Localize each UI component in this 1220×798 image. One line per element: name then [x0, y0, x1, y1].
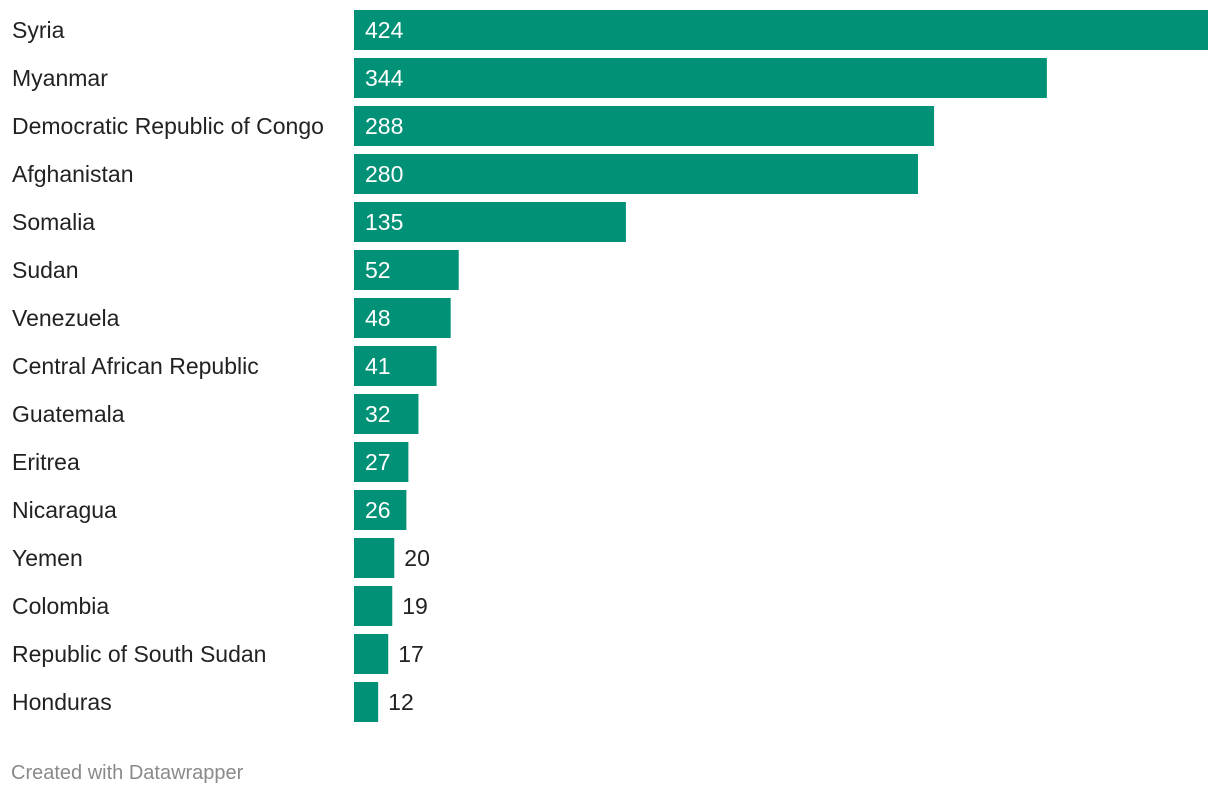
bar-row: Republic of South Sudan 17: [12, 634, 424, 674]
category-label: Venezuela: [12, 305, 120, 331]
bar-row: Venezuela 48: [12, 298, 451, 338]
bar-row: Democratic Republic of Congo 288: [12, 106, 935, 146]
bar: [354, 490, 407, 530]
value-label: 48: [365, 305, 391, 331]
bar-row: Afghanistan 280: [12, 154, 918, 194]
category-label: Somalia: [12, 209, 95, 235]
value-label: 288: [365, 113, 403, 139]
bar-row: Honduras 12: [12, 682, 414, 722]
bar: [354, 682, 379, 722]
value-label: 32: [365, 401, 391, 427]
bar: [354, 538, 395, 578]
value-label: 27: [365, 449, 391, 475]
bar-row: Guatemala 32: [12, 394, 419, 434]
value-label: 344: [365, 65, 404, 91]
value-label: 12: [388, 689, 414, 715]
category-label: Central African Republic: [12, 353, 259, 379]
category-label: Myanmar: [12, 65, 108, 91]
category-label: Guatemala: [12, 401, 125, 427]
bar: [354, 10, 1208, 50]
category-label: Republic of South Sudan: [12, 641, 266, 667]
bar-row: Nicaragua 26: [12, 490, 407, 530]
value-label: 41: [365, 353, 391, 379]
category-label: Nicaragua: [12, 497, 117, 523]
bar-row: Myanmar 344: [12, 58, 1047, 98]
bar: [354, 442, 409, 482]
bar: [354, 298, 451, 338]
category-label: Honduras: [12, 689, 112, 715]
category-label: Yemen: [12, 545, 83, 571]
value-label: 20: [404, 545, 430, 571]
bar: [354, 154, 918, 194]
bar-row: Colombia 19: [12, 586, 428, 626]
value-label: 19: [402, 593, 428, 619]
bar-row: Syria 424: [12, 10, 1208, 50]
bar-row: Eritrea 27: [12, 442, 409, 482]
category-label: Eritrea: [12, 449, 80, 475]
category-label: Afghanistan: [12, 161, 133, 187]
bar: [354, 346, 437, 386]
bar: [354, 394, 419, 434]
bar-row: Sudan 52: [12, 250, 459, 290]
bar-chart: Syria 424 Myanmar 344 Democratic Republic of…: [12, 10, 1208, 722]
value-label: 26: [365, 497, 391, 523]
bar: [354, 106, 935, 146]
bar: [354, 58, 1047, 98]
bar: [354, 250, 459, 290]
value-label: 280: [365, 161, 403, 187]
value-label: 52: [365, 257, 391, 283]
category-label: Sudan: [12, 257, 79, 283]
bar: [354, 634, 389, 674]
value-label: 135: [365, 209, 403, 235]
value-label: 17: [398, 641, 424, 667]
datawrapper-credit[interactable]: Created with Datawrapper: [11, 762, 244, 784]
category-label: Democratic Republic of Congo: [12, 113, 324, 139]
bar: [354, 586, 393, 626]
value-label: 424: [365, 17, 404, 43]
bar: [354, 202, 626, 242]
bar-row: Yemen 20: [12, 538, 430, 578]
category-label: Syria: [12, 17, 65, 43]
bar-row: Somalia 135: [12, 202, 626, 242]
category-label: Colombia: [12, 593, 109, 619]
bar-row: Central African Republic 41: [12, 346, 437, 386]
